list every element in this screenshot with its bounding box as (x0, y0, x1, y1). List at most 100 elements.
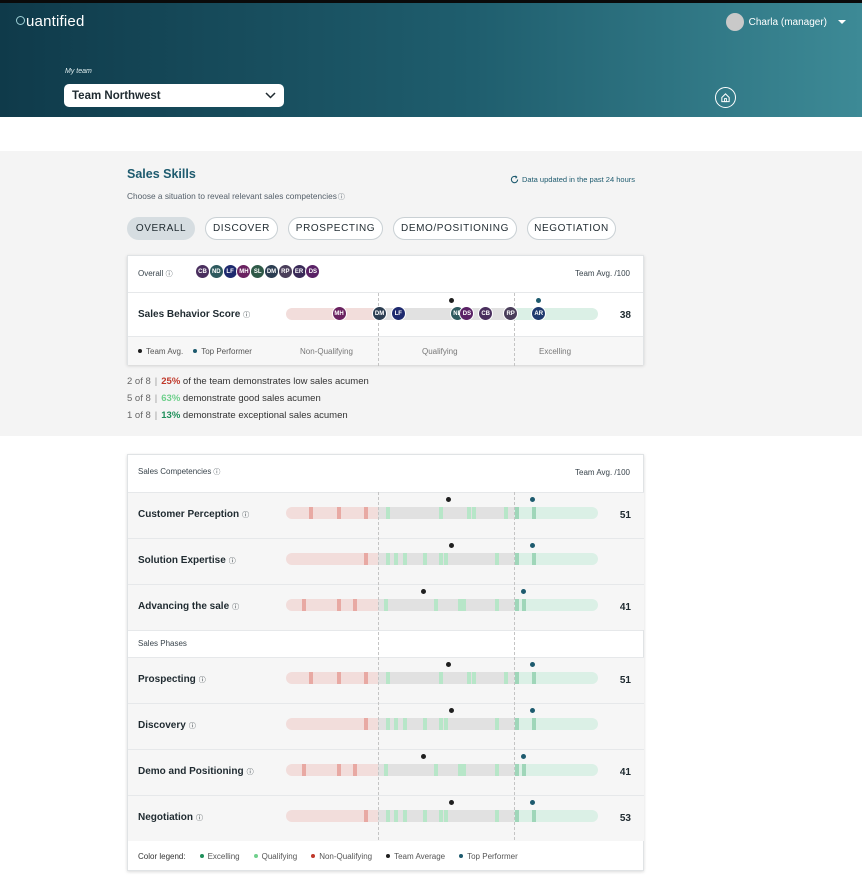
top-performer-marker (536, 298, 542, 303)
team-avg-marker (420, 754, 426, 759)
user-name: Charla (manager) (748, 16, 827, 28)
member-avatar[interactable]: DM (264, 264, 279, 279)
stat-percent: 63% (161, 393, 181, 404)
zone-divider (378, 492, 380, 840)
overall-legend-row (128, 336, 643, 365)
logo-ring-icon (16, 16, 25, 25)
skills-subtitle: Choose a situation to reveal relevant sa… (127, 191, 345, 202)
team-avg-marker (448, 708, 454, 713)
sales-behavior-label-text: Sales Behavior Score (138, 309, 241, 320)
score-tick (532, 553, 537, 565)
stat-fraction: 2 of 8 (127, 376, 151, 387)
team-avg-dot-icon (138, 349, 142, 353)
help-icon[interactable]: ⓘ (213, 469, 221, 476)
score-tick (471, 507, 476, 519)
zone-divider (378, 293, 380, 366)
team-avg-marker (420, 589, 426, 594)
member-avatar[interactable]: ND (208, 264, 224, 279)
member-score-avatar[interactable]: DS (459, 306, 475, 321)
legend-qualifying-text: Qualifying (261, 852, 298, 861)
legend-top-performer-text: Top Performer (201, 347, 252, 356)
score-tick (337, 599, 342, 611)
member-score-avatar[interactable]: CB (478, 306, 494, 321)
help-icon[interactable]: ⓘ (198, 677, 206, 684)
top-performer-marker (529, 497, 535, 502)
competency-score: 41 (619, 602, 631, 613)
help-icon[interactable]: ⓘ (165, 271, 173, 278)
help-icon[interactable]: ⓘ (196, 815, 203, 822)
non-qualifying-zone (286, 553, 379, 565)
overall-label: Overall ⓘ (138, 269, 173, 279)
legend-top-performer: Top Performer (193, 347, 252, 356)
score-tick (364, 507, 368, 519)
score-tick (393, 553, 398, 565)
stat-percent: 13% (161, 410, 181, 421)
competency-label-text: Customer Perception (138, 509, 240, 520)
tab-demo-positioning[interactable]: DEMO/POSITIONING (393, 217, 517, 240)
skills-subtitle-text: Choose a situation to reveal relevant sa… (127, 191, 337, 201)
logo-text: uantified (26, 13, 85, 30)
top-performer-marker (520, 589, 526, 594)
stat-fraction: 1 of 8 (127, 410, 151, 421)
help-icon[interactable]: ⓘ (246, 769, 254, 776)
app-header: uantified Charla (manager) My team Team … (0, 0, 862, 117)
score-tick (309, 507, 314, 519)
score-tick (364, 810, 368, 822)
member-score-avatar[interactable]: AR (531, 306, 547, 321)
member-score-avatar[interactable]: DM (372, 306, 388, 321)
non-qualifying-zone (286, 764, 379, 776)
stat-line: 2 of 8 | 25% of the team demonstrates low … (127, 376, 369, 387)
color-legend-title: Color legend: (138, 852, 186, 861)
zone-qualifying: Qualifying (422, 347, 458, 356)
member-avatar[interactable]: LF (222, 264, 238, 279)
legend-team-avg-text: Team Avg. (146, 347, 184, 356)
tab-discover[interactable]: DISCOVER (205, 217, 278, 240)
help-icon[interactable]: ⓘ (232, 604, 240, 611)
score-tick (337, 672, 342, 684)
zone-divider (513, 293, 515, 366)
competency-label-text: Advancing the sale (138, 601, 230, 612)
score-tick (495, 718, 500, 730)
legend-excelling-text: Excelling (207, 852, 240, 861)
tab-overall[interactable]: OVERALL (127, 217, 195, 240)
member-avatar[interactable]: DS (305, 264, 321, 279)
stat-text: of the team demonstrates low sales acume… (180, 376, 369, 387)
user-menu[interactable]: Charla (manager) (725, 13, 846, 31)
score-tick (457, 764, 462, 776)
help-icon[interactable]: ⓘ (337, 194, 345, 201)
competency-label: Discovery ⓘ (138, 720, 196, 731)
tab-negotiation[interactable]: NEGOTIATION (527, 217, 616, 240)
score-tick (403, 810, 407, 822)
team-select-value: Team Northwest (72, 89, 161, 102)
stat-text: demonstrate good sales acumen (180, 393, 321, 404)
member-avatar[interactable]: SL (250, 264, 266, 279)
score-tick (457, 599, 462, 611)
member-score-avatar[interactable]: RP (503, 306, 519, 321)
zone-divider (513, 492, 515, 840)
app-logo[interactable]: uantified (16, 13, 85, 30)
excelling-zone (513, 810, 598, 822)
help-icon[interactable]: ⓘ (228, 558, 236, 565)
score-tick (438, 672, 443, 684)
competencies-team-avg-header: Team Avg. /100 (575, 468, 630, 477)
score-tick (385, 672, 390, 684)
member-avatar[interactable]: MH (236, 264, 252, 279)
score-bar (286, 672, 598, 684)
help-icon[interactable]: ⓘ (188, 723, 196, 730)
member-avatar[interactable]: CB (195, 264, 210, 279)
excelling-zone (513, 764, 598, 776)
score-tick (364, 553, 368, 565)
top-performer-marker (529, 800, 535, 805)
member-avatar[interactable]: RP (277, 264, 293, 279)
team-select[interactable]: Team Northwest (64, 84, 284, 107)
help-icon[interactable]: ⓘ (243, 312, 251, 319)
home-button[interactable] (715, 87, 736, 108)
score-tick (471, 672, 476, 684)
member-score-avatar[interactable]: MH (331, 306, 347, 321)
competency-label-text: Demo and Positioning (138, 766, 244, 777)
member-score-avatar[interactable]: LF (390, 306, 406, 321)
legend-non-qualifying: Non-Qualifying (311, 852, 372, 861)
help-icon[interactable]: ⓘ (242, 512, 250, 519)
member-avatar[interactable]: ER (291, 264, 307, 279)
tab-prospecting[interactable]: PROSPECTING (288, 217, 383, 240)
